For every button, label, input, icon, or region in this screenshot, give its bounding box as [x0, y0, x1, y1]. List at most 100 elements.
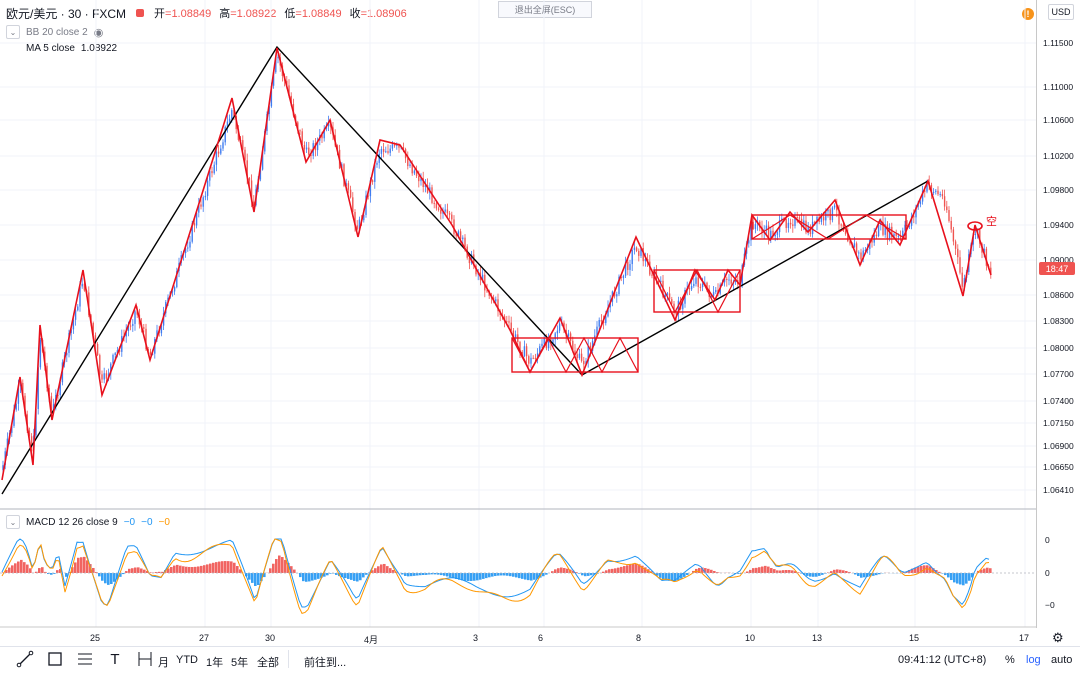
candle-body	[713, 292, 714, 296]
candle-body	[845, 231, 846, 235]
candle-body	[726, 279, 727, 280]
macd-histogram-bar	[833, 570, 836, 573]
macd-histogram-bar	[608, 569, 611, 573]
zigzag-drawing[interactable]	[2, 48, 991, 480]
macd-histogram-bar	[560, 567, 563, 573]
candle-body	[205, 196, 206, 197]
macd-histogram-bar	[953, 573, 956, 582]
measure-tool-icon[interactable]	[134, 648, 156, 670]
candle-body	[150, 352, 151, 355]
range-1y[interactable]: 1年	[206, 654, 223, 670]
trend-line-tool-icon[interactable]	[14, 648, 36, 670]
price-tick-label: 1.07400	[1043, 396, 1074, 406]
candle-body	[222, 142, 223, 148]
macd-histogram-bar	[110, 573, 113, 584]
macd-histogram-bar	[518, 573, 521, 578]
candle-body	[790, 223, 791, 225]
macd-histogram-bar	[635, 564, 638, 573]
macd-histogram-bar	[293, 570, 296, 573]
range-ytd[interactable]: YTD	[176, 654, 198, 666]
macd-histogram-bar	[362, 573, 365, 577]
box-zigzag-2[interactable]	[654, 270, 740, 312]
macd-histogram-bar	[557, 568, 560, 573]
log-toggle[interactable]: log	[1026, 654, 1041, 666]
macd-histogram-bar	[275, 559, 278, 573]
macd-histogram-bar	[947, 573, 950, 577]
macd-histogram-bar	[563, 568, 566, 573]
price-chart[interactable]: 空	[0, 0, 1036, 628]
candle-body	[194, 223, 195, 225]
candle-body	[753, 222, 754, 229]
time-tick-label: 25	[90, 633, 100, 643]
candle-body	[933, 192, 934, 193]
candle-body	[634, 248, 635, 250]
macd-histogram-bar	[626, 565, 629, 573]
candle-body	[583, 361, 584, 364]
macd-histogram-bar	[221, 561, 224, 573]
candle-body	[953, 229, 954, 241]
range-box-2[interactable]	[654, 270, 740, 312]
macd-histogram-bar	[347, 573, 350, 579]
candle-body	[200, 204, 201, 206]
candle-body	[898, 236, 899, 237]
candle-body	[77, 307, 78, 311]
candle-body	[515, 334, 516, 337]
candle-body	[112, 355, 113, 364]
macd-histogram-bar	[818, 573, 821, 576]
auto-toggle[interactable]: auto	[1051, 654, 1072, 666]
macd-histogram-bar	[113, 573, 116, 582]
range-month[interactable]: 月	[158, 654, 169, 670]
chart-grid	[0, 0, 1036, 627]
macd-histogram-bar	[383, 564, 386, 573]
macd-pane	[0, 539, 1036, 613]
candle-body	[418, 176, 419, 181]
macd-histogram-bar	[542, 573, 545, 576]
macd-histogram-bar	[863, 573, 866, 577]
candle-body	[440, 210, 441, 214]
macd-histogram-bar	[23, 562, 26, 573]
candle-body	[755, 224, 756, 229]
price-tick-label: 1.06650	[1043, 462, 1074, 472]
candle-body	[211, 171, 212, 173]
macd-histogram-bar	[377, 566, 380, 573]
clock-readout[interactable]: 09:41:12 (UTC+8)	[898, 654, 986, 666]
goto-date-button[interactable]: 前往到...	[304, 654, 346, 670]
price-tick-label: 1.09400	[1043, 220, 1074, 230]
macd-histogram-bar	[410, 573, 413, 576]
candle-body	[541, 344, 542, 346]
macd-histogram-bar	[65, 573, 68, 577]
candle-body	[579, 354, 580, 358]
candle-body	[383, 149, 384, 152]
fib-tool-icon[interactable]	[74, 648, 96, 670]
macd-histogram-bar	[143, 570, 146, 573]
candlestick-series	[2, 53, 991, 472]
text-tool-icon[interactable]: T	[104, 648, 126, 670]
candle-body	[700, 287, 701, 288]
rectangle-tool-icon[interactable]	[44, 648, 66, 670]
macd-indicator-label[interactable]: MACD 12 26 close 9	[26, 517, 118, 528]
macd-histogram-bar	[29, 568, 32, 573]
short-annotation[interactable]: 空	[986, 214, 997, 228]
time-tick-label: 6	[538, 633, 543, 643]
range-all[interactable]: 全部	[257, 654, 279, 670]
candle-body	[581, 354, 582, 361]
candle-body	[878, 225, 879, 236]
macd-histogram-bar	[617, 568, 620, 573]
candle-body	[376, 163, 377, 165]
candle-body	[372, 180, 373, 182]
time-tick-label: 13	[812, 633, 822, 643]
candle-body	[97, 344, 98, 355]
trendline-drawing[interactable]	[2, 47, 928, 494]
macd-histogram-bar	[512, 573, 515, 577]
percent-toggle[interactable]: %	[1005, 654, 1015, 666]
macd-collapse-chevron-icon[interactable]: ⌄	[6, 515, 20, 529]
price-tick-label: 1.06410	[1043, 485, 1074, 495]
macd-histogram-bar	[203, 565, 206, 573]
price-tick-label: 1.07700	[1043, 369, 1074, 379]
range-5y[interactable]: 5年	[231, 654, 248, 670]
price-axis[interactable]	[1036, 0, 1080, 628]
candle-body	[731, 280, 732, 284]
macd-histogram-bar	[524, 573, 527, 580]
macd-histogram-bar	[968, 573, 971, 581]
settings-gear-icon[interactable]: ⚙	[1052, 630, 1064, 646]
